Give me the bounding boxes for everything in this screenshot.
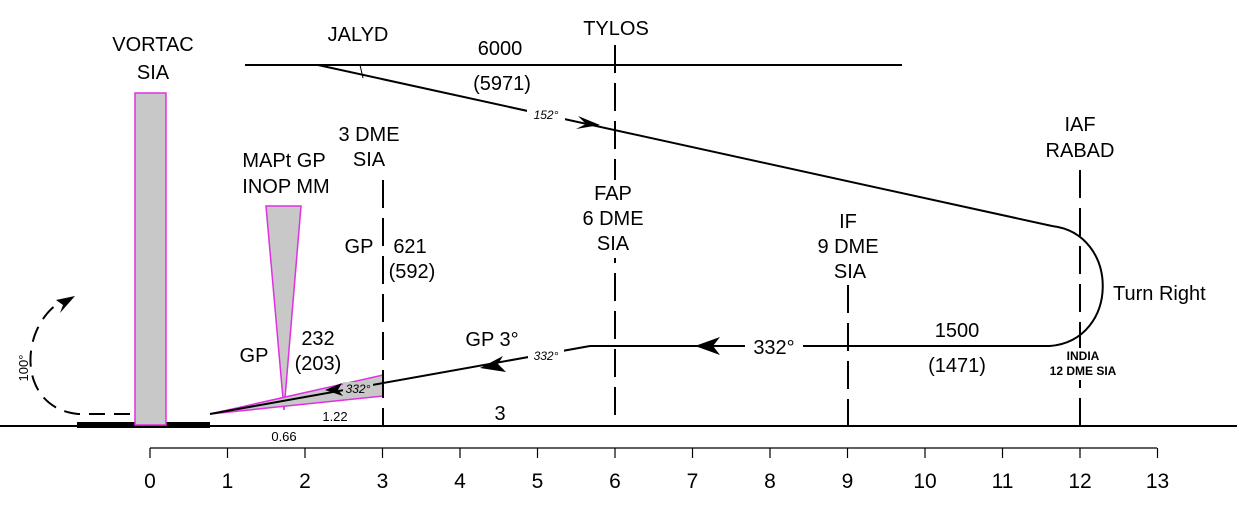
arrow-332-big [695, 337, 720, 355]
axis-tick-label: 11 [992, 470, 1014, 493]
axis-tick-label: 12 [1068, 470, 1091, 493]
axis-tick-label: 2 [299, 470, 311, 493]
axis-tick-label: 8 [764, 470, 776, 493]
alt-5971-label: (5971) [473, 73, 531, 95]
alt-592-label: (592) [389, 261, 436, 283]
mapt-label: MAPt GP [242, 150, 325, 172]
axis-tick-label: 4 [454, 470, 466, 493]
gp-232-gp-label: GP [240, 345, 269, 367]
missed-approach-path [29, 301, 130, 415]
arrow-332-small [480, 356, 506, 372]
india-label: INDIA [1067, 349, 1100, 363]
dist-122-label: 1.22 [322, 409, 347, 424]
tylos-label: TYLOS [583, 18, 649, 40]
descent-152-line [317, 64, 1053, 227]
axis-tick-label: 5 [532, 470, 544, 493]
vortac-label-sia: SIA [137, 62, 170, 84]
axis-tick-label: 3 [377, 470, 389, 493]
turn-right-arc [1049, 225, 1104, 347]
axis-tick-label: 1 [222, 470, 234, 493]
jalyd-tick [359, 64, 364, 79]
if-dme-label: 9 DME [817, 236, 878, 258]
mapt-label-inop: INOP MM [242, 176, 329, 198]
alt-1471-label: (1471) [928, 355, 986, 377]
india-dme-label: 12 DME SIA [1050, 364, 1117, 378]
course-152-label: 152° [534, 108, 559, 122]
mapt-triangle [265, 205, 302, 411]
glidepath-line [209, 345, 591, 415]
alt-621-label: 621 [393, 236, 426, 258]
missed-approach-arrow [56, 296, 75, 313]
vortac-obstacle-bar [134, 92, 167, 426]
course-332-small-label: 332° [534, 349, 559, 363]
gp-3deg-label: GP 3° [465, 329, 518, 351]
axis-tick-label: 9 [842, 470, 854, 493]
alt-6000-label: 6000 [478, 38, 523, 60]
if-label: IF [839, 211, 857, 233]
alt-203-label: (203) [295, 353, 342, 375]
iaf-label: IAF [1064, 114, 1095, 136]
axis-tick-label: 0 [144, 470, 156, 493]
dme3-label: 3 DME [338, 124, 399, 146]
axis-tick-label: 10 [913, 470, 936, 493]
turn-right-label: Turn Right [1113, 283, 1206, 305]
dme3-label-sia: SIA [353, 149, 386, 171]
fap-label: FAP [594, 183, 632, 205]
if-sia-label: SIA [834, 261, 867, 283]
missed-100-label: 100° [16, 355, 31, 382]
axis-tick-label: 13 [1146, 470, 1169, 493]
alt-232-label: 232 [301, 328, 334, 350]
course-332-label: 332° [753, 337, 794, 359]
dist-3-label: 3 [494, 403, 505, 425]
alt-1500-label: 1500 [935, 320, 980, 342]
fap-sia-label: SIA [597, 233, 630, 255]
axis-tick-label: 7 [687, 470, 699, 493]
dist-066-label: 0.66 [271, 429, 296, 444]
gp-label-3dme: GP [345, 236, 374, 258]
axis-tick-label: 6 [609, 470, 621, 493]
arrow-152 [576, 116, 600, 129]
fap-dme-label: 6 DME [582, 208, 643, 230]
distance-axis: 0 1 2 3 4 5 6 7 8 9 10 11 12 13 [144, 447, 1169, 493]
arrow-332-tiny [325, 383, 343, 396]
vortac-label: VORTAC [112, 34, 194, 56]
course-332-tiny-label: 332° [346, 382, 371, 396]
rabad-label: RABAD [1046, 140, 1115, 162]
jalyd-label: JALYD [328, 24, 389, 46]
